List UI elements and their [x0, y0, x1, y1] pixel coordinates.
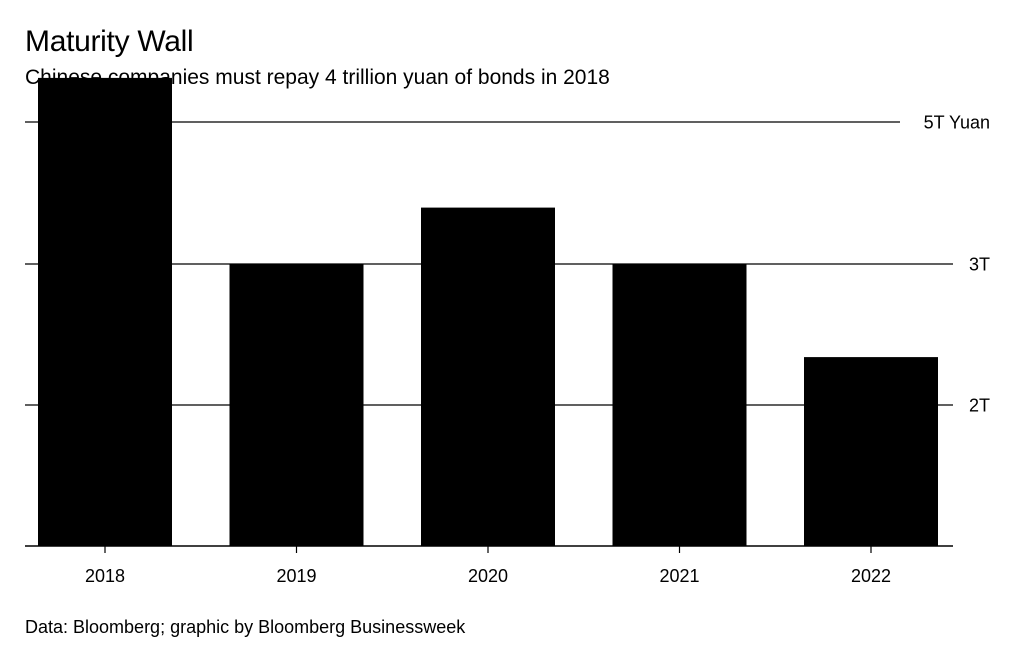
bar-2021: [612, 264, 747, 546]
chart-title: Maturity Wall: [25, 25, 194, 58]
bar-2022: [804, 357, 938, 546]
bar-2019: [229, 264, 364, 546]
x-tick-label-2020: 2020: [468, 566, 508, 586]
bars: [38, 77, 938, 547]
x-tick-label-2021: 2021: [659, 566, 699, 586]
bar-2020: [421, 207, 555, 546]
source-note: Data: Bloomberg; graphic by Bloomberg Bu…: [25, 617, 466, 637]
tick-labels: 2018 2019 2020 2021 2022 5T Yuan 3T 2T: [85, 113, 990, 587]
x-axis: [25, 545, 953, 553]
x-tick-label-2018: 2018: [85, 566, 125, 586]
x-tick-label-2019: 2019: [276, 566, 316, 586]
y-tick-label-5: 5T Yuan: [924, 113, 990, 133]
y-tick-label-2: 2T: [969, 396, 990, 416]
bar-2018: [38, 77, 172, 547]
y-tick-label-3: 3T: [969, 255, 990, 275]
x-tick-label-2022: 2022: [851, 566, 891, 586]
